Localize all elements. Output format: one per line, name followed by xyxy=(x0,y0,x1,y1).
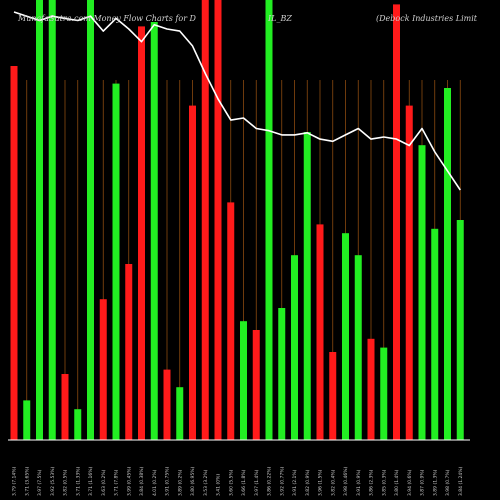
money-flow-bar xyxy=(150,22,158,440)
money-flow-bar xyxy=(36,0,43,440)
money-flow-bar xyxy=(265,0,273,440)
money-flow-bar xyxy=(61,374,69,440)
x-tick-label: 3.84 (1.24%) xyxy=(458,466,464,496)
money-flow-bar xyxy=(201,0,209,440)
x-tick-label: 3.79 (7.14%) xyxy=(12,466,18,496)
x-tick-label: 3.53 (3.2%) xyxy=(203,469,209,496)
money-flow-bar xyxy=(227,202,235,440)
x-tick-label: 3.98 (0.46%) xyxy=(343,466,349,496)
price-line-path xyxy=(13,11,461,191)
money-flow-bar xyxy=(163,369,171,440)
money-flow-bar xyxy=(87,0,94,440)
money-flow-bar xyxy=(354,255,362,440)
x-tick-label: 3.92 (5.53%) xyxy=(50,466,56,496)
money-flow-bar xyxy=(418,145,426,440)
x-tick-label: 3.71 (7.8%) xyxy=(114,469,120,496)
money-flow-bar xyxy=(444,88,451,440)
x-tick-label: 3.97 (7.5%) xyxy=(37,469,43,496)
money-flow-bar xyxy=(23,400,31,440)
x-tick-label: 3.71 (1.33%) xyxy=(75,466,81,496)
x-tick-label: 3.80 (6.95%) xyxy=(190,466,196,496)
money-flow-bar xyxy=(456,220,464,440)
money-flow-bar xyxy=(74,409,82,440)
x-tick-label: 3.85 (0.3%) xyxy=(381,469,387,496)
money-flow-bar xyxy=(176,387,184,440)
money-flow-bar xyxy=(189,105,196,440)
money-flow-bar xyxy=(240,321,247,440)
x-tick-label: 3.82 (0.5%) xyxy=(63,469,69,496)
x-tick-label: 3.89 (1.3%) xyxy=(432,469,438,496)
money-flow-bar xyxy=(431,228,439,440)
x-tick-label: 3.66 (1.8%) xyxy=(241,469,247,496)
money-flow-bar xyxy=(367,338,375,440)
x-tick-label: 3.82 (0.9%) xyxy=(305,469,311,496)
x-tick-label: 3.91 (0.75%) xyxy=(165,466,171,496)
x-tick-label: 3.60 (5.5%) xyxy=(228,469,234,496)
money-flow-bars xyxy=(10,0,464,441)
money-flow-bar xyxy=(138,26,145,441)
x-tick-labels: 3.79 (7.14%) 3.71 (3.65%) 3.97 (7.5%) 3.92 … xyxy=(12,466,464,496)
money-flow-bar xyxy=(99,299,107,440)
x-tick-label: 3.86 (0.22%) xyxy=(267,466,273,496)
x-tick-label: 3.89 (0.2%) xyxy=(177,469,183,496)
money-flow-bar xyxy=(380,347,388,440)
money-flow-bar xyxy=(393,4,400,441)
money-flow-bar xyxy=(48,0,56,440)
money-flow-bar xyxy=(303,132,311,440)
chart-company: (Debock Industries Limit xyxy=(376,14,477,23)
money-flow-bar xyxy=(252,330,260,440)
money-flow-bar xyxy=(278,308,286,440)
x-tick-label: 3.91 (2.1%) xyxy=(292,469,298,496)
x-tick-label: 3.97 (1.4%) xyxy=(254,469,260,496)
x-tick-label: 3.87 (0.9%) xyxy=(420,469,426,496)
x-tick-label: 3.98 (0.7%) xyxy=(445,469,451,496)
money-flow-bar xyxy=(10,66,18,440)
money-flow-bar xyxy=(214,0,222,440)
money-flow-bar xyxy=(342,233,349,440)
x-tick-label: 3.71 (1.16%) xyxy=(88,466,94,496)
chart-symbol: IL_BZ xyxy=(268,14,292,23)
x-tick-label: 4.01 (0.2%) xyxy=(152,469,158,496)
x-tick-label: 3.71 (3.65%) xyxy=(24,466,30,496)
money-flow-bar xyxy=(316,224,324,440)
money-flow-bar xyxy=(112,83,120,440)
money-flow-bar xyxy=(125,264,133,440)
x-tick-label: 3.63 (0.2%) xyxy=(101,469,107,496)
x-tick-label: 3.41 (0%) xyxy=(216,474,222,496)
money-flow-bar xyxy=(405,105,413,440)
x-tick-label: 3.92 (0.77%) xyxy=(279,466,285,496)
x-tick-label: 3.80 (1.4%) xyxy=(394,469,400,496)
x-tick-label: 3.82 (0.4%) xyxy=(330,469,336,496)
x-tick-label: 3.99 (0.45%) xyxy=(126,466,132,496)
x-tick-label: 3.91 (0.9%) xyxy=(356,469,362,496)
money-flow-bar xyxy=(329,352,337,440)
x-tick-label: 3.84 (0.38%) xyxy=(139,466,145,496)
x-tick-label: 3.86 (2.3%) xyxy=(369,469,375,496)
x-tick-label: 3.96 (1.5%) xyxy=(318,469,324,496)
chart-title: MunafaSutra.com Money Flow Charts for D xyxy=(18,14,196,23)
money-flow-bar xyxy=(291,255,298,440)
x-tick-label: 3.94 (0.6%) xyxy=(407,469,413,496)
price-line xyxy=(13,11,461,191)
